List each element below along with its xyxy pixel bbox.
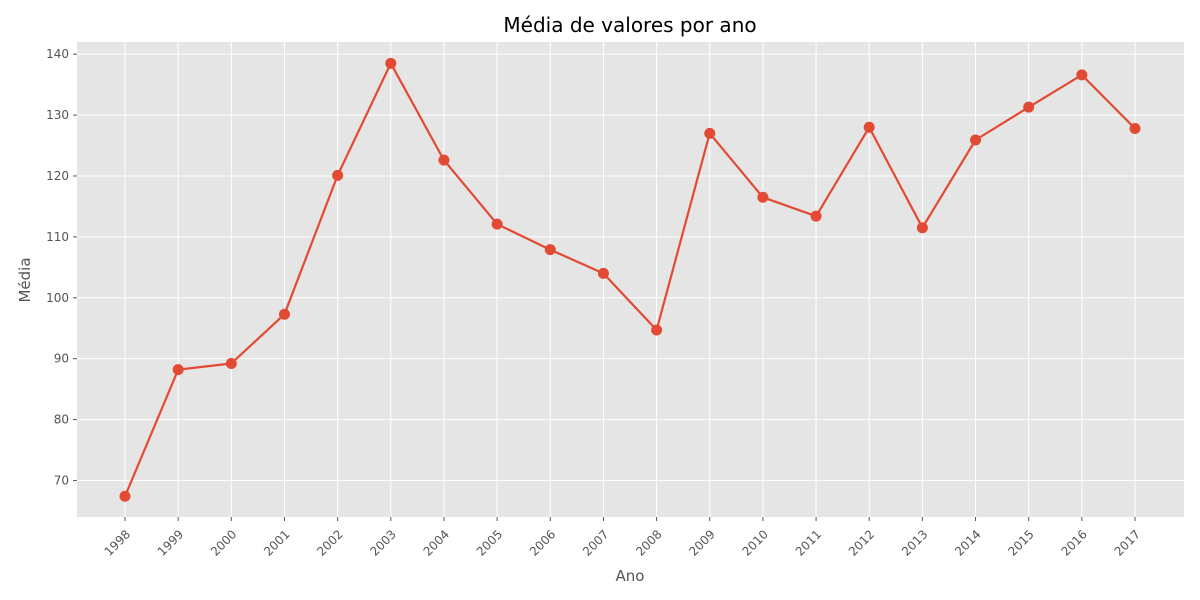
series-line bbox=[123, 62, 1136, 497]
data-points bbox=[119, 57, 1141, 502]
y-tick-label: 70 bbox=[54, 473, 69, 487]
y-tick-label: 140 bbox=[46, 47, 69, 61]
data-point-2013 bbox=[916, 222, 928, 234]
data-point-1999 bbox=[172, 364, 184, 376]
x-tick-label: 2007 bbox=[580, 527, 611, 558]
data-point-2004 bbox=[438, 154, 450, 166]
x-tick-label: 2003 bbox=[367, 527, 398, 558]
data-point-2001 bbox=[278, 308, 290, 320]
y-tick-label: 90 bbox=[54, 352, 69, 366]
data-point-2009 bbox=[704, 127, 716, 139]
y-tick-label: 120 bbox=[46, 169, 69, 183]
data-point-2012 bbox=[863, 121, 875, 133]
x-tick-label: 2009 bbox=[686, 527, 717, 558]
y-tick-label: 100 bbox=[46, 291, 69, 305]
x-tick-label: 2004 bbox=[421, 527, 452, 558]
x-tick-label: 2010 bbox=[740, 527, 771, 558]
x-axis-label: Ano bbox=[616, 567, 645, 585]
data-point-2011 bbox=[810, 210, 822, 222]
y-tick-label: 80 bbox=[54, 413, 69, 427]
x-tick-label: 2017 bbox=[1112, 527, 1143, 558]
data-point-1998 bbox=[119, 490, 131, 502]
y-tick-label: 110 bbox=[46, 230, 69, 244]
data-point-2007 bbox=[597, 267, 609, 279]
chart-title: Média de valores por ano bbox=[503, 13, 756, 37]
x-tick-label: 2005 bbox=[474, 527, 505, 558]
x-tick-label: 2016 bbox=[1058, 527, 1089, 558]
x-tick-label: 2006 bbox=[527, 527, 558, 558]
y-axis-label: Média bbox=[16, 257, 34, 302]
x-tick-label: 2002 bbox=[314, 527, 345, 558]
plot-area bbox=[77, 42, 1184, 517]
data-point-2014 bbox=[970, 134, 982, 146]
y-tick-label: 130 bbox=[46, 108, 69, 122]
data-point-2000 bbox=[225, 358, 237, 370]
data-point-2008 bbox=[651, 324, 663, 336]
x-tick-label: 2001 bbox=[261, 527, 292, 558]
x-tick-label: 1998 bbox=[102, 527, 133, 558]
data-point-2016 bbox=[1076, 69, 1088, 81]
x-tick-label: 2013 bbox=[899, 527, 930, 558]
x-tick-label: 2015 bbox=[1005, 527, 1036, 558]
x-tick-label: 2011 bbox=[793, 527, 824, 558]
x-tick-label: 2012 bbox=[846, 527, 877, 558]
x-tick-label: 2014 bbox=[952, 527, 983, 558]
data-point-2005 bbox=[491, 218, 503, 230]
x-tick-label: 2008 bbox=[633, 527, 664, 558]
data-point-2017 bbox=[1129, 122, 1141, 134]
data-point-2006 bbox=[544, 244, 556, 256]
data-point-2010 bbox=[757, 191, 769, 203]
grid-lines bbox=[77, 42, 1184, 517]
data-point-2002 bbox=[332, 169, 344, 181]
x-tick-label: 2000 bbox=[208, 527, 239, 558]
data-point-2003 bbox=[385, 57, 397, 69]
x-tick-label: 1999 bbox=[155, 527, 186, 558]
data-point-2015 bbox=[1023, 101, 1035, 113]
